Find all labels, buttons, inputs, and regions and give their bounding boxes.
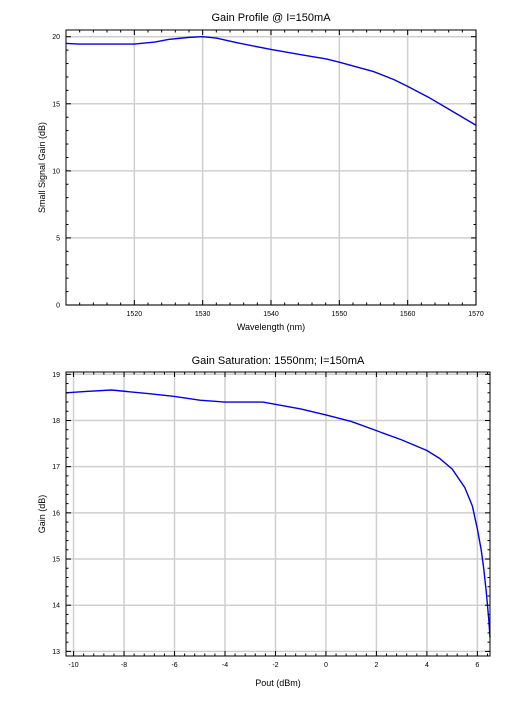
chart1-x-tick-label: 1570 (468, 311, 484, 318)
chart1-x-tick-label: 1540 (263, 311, 279, 318)
chart2-x-tick-label: -2 (272, 662, 278, 669)
chart2-x-tick-label: 4 (425, 662, 429, 669)
chart2-y-tick-label: 15 (52, 557, 60, 564)
chart1-series-line (65, 36, 477, 126)
chart2-y-tick-label: 13 (52, 649, 60, 656)
chart2-y-tick-label: 17 (52, 464, 60, 471)
chart2-y-tick-label: 19 (52, 372, 60, 379)
chart1-x-tick-label: 1530 (195, 311, 211, 318)
chart1-x-tick-label: 1560 (400, 311, 416, 318)
chart2-plot-frame (65, 371, 491, 657)
chart2-x-tick-label: 6 (475, 662, 479, 669)
chart1-y-axis-label: Small Signal Gain (dB) (37, 122, 47, 213)
chart1-x-tick-label: 1550 (332, 311, 348, 318)
chart2-x-tick-label: -4 (222, 662, 228, 669)
chart2-y-tick-label: 18 (52, 418, 60, 425)
chart2-x-tick-label: 0 (324, 662, 328, 669)
chart2-group: -10 -8 -6 -4 -2 0 2 4 6 13 14 15 16 17 18 19 Gain Satura… (37, 355, 491, 688)
chart1-y-tick-label: 5 (56, 235, 60, 242)
chart1-y-tick-label: 0 (56, 303, 60, 310)
chart1-x-tick-label: 1520 (127, 311, 143, 318)
chart1-y-tick-label: 10 (52, 168, 60, 175)
chart2-y-tick-label: 14 (52, 603, 60, 610)
chart2-x-tick-label: -10 (69, 662, 79, 669)
chart2-series-line (65, 389, 491, 638)
chart2-x-tick-label: -8 (121, 662, 127, 669)
chart1-x-axis-label: Wavelength (nm) (237, 322, 305, 332)
chart2-x-tick-label: 2 (374, 662, 378, 669)
chart2-title: Gain Saturation: 1550nm; I=150mA (192, 355, 365, 367)
chart1-y-tick-label: 20 (52, 34, 60, 41)
chart2-x-tick-label: -6 (171, 662, 177, 669)
chart2-x-axis-label: Pout (dBm) (255, 678, 301, 688)
chart2-y-axis-label: Gain (dB) (37, 495, 47, 534)
chart2-y-tick-label: 16 (52, 510, 60, 517)
chart1-y-tick-label: 15 (52, 101, 60, 108)
chart1-title: Gain Profile @ I=150mA (211, 12, 331, 24)
